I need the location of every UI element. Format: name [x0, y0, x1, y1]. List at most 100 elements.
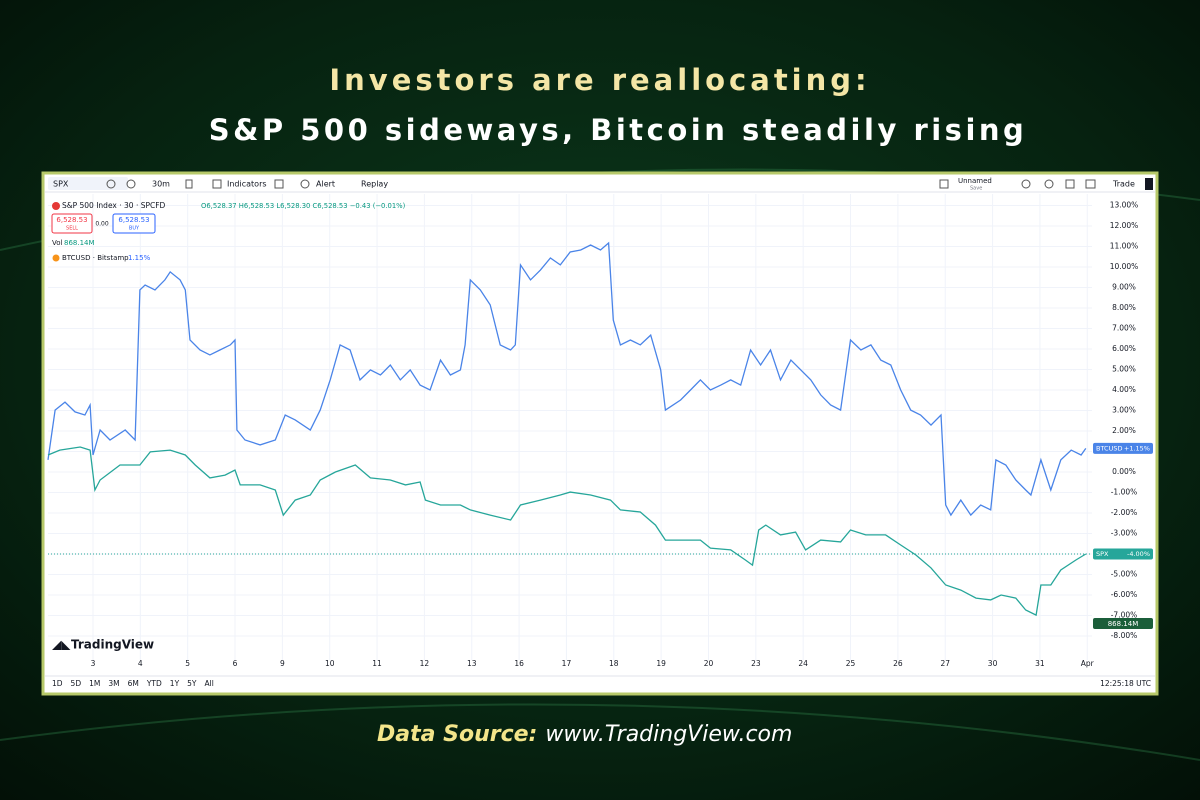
timeframe-button[interactable]: 1D — [52, 679, 63, 688]
y-tick-label: 8.00% — [1112, 303, 1136, 312]
symbol-icon — [52, 202, 60, 210]
x-tick-label: 12 — [420, 659, 430, 668]
brand-logo: ◢◣ — [52, 638, 71, 652]
legend-compare: BTCUSD · Bitstamp — [62, 254, 129, 262]
legend-compare-change: 1.15% — [128, 254, 151, 262]
title-line: S&P 500 sideways, Bitcoin steadily risin… — [209, 113, 1028, 147]
spread: 0.00 — [95, 221, 109, 228]
x-tick-label: 25 — [846, 659, 856, 668]
price-tag-name: BTCUSD — [1096, 444, 1122, 452]
brand: TradingView — [71, 638, 154, 652]
x-tick-label: 10 — [325, 659, 335, 668]
y-tick-label: 5.00% — [1112, 364, 1136, 373]
icon[interactable] — [274, 179, 284, 189]
y-tick-label: 13.00% — [1110, 200, 1139, 209]
icon[interactable] — [212, 179, 222, 189]
series-line — [47, 241, 1087, 517]
icon[interactable] — [1085, 179, 1096, 189]
title-line: Investors are reallocating: — [329, 63, 870, 97]
save-label[interactable]: Save — [970, 186, 982, 192]
volume-tag: 868.14M — [1108, 620, 1139, 628]
y-tick-label: -7.00% — [1111, 611, 1138, 620]
timeframe-button[interactable]: 5D — [71, 679, 82, 688]
source-url: www.TradingView.com — [545, 722, 792, 747]
y-tick-label: -3.00% — [1111, 529, 1138, 538]
layout-name[interactable]: Unnamed — [958, 177, 992, 185]
y-tick-label: 2.00% — [1112, 426, 1136, 435]
indicators-button[interactable]: Indicators — [227, 180, 267, 189]
clock: 12:25:18 UTC — [1100, 679, 1151, 688]
icon[interactable] — [1044, 179, 1054, 189]
x-tick-label: 20 — [704, 659, 714, 668]
timeframe-button[interactable]: 6M — [128, 679, 139, 688]
timeframe-button[interactable]: 1Y — [170, 679, 180, 688]
icon[interactable] — [1021, 179, 1031, 189]
y-tick-label: 6.00% — [1112, 344, 1136, 353]
sell-price[interactable]: 6,528.53 — [56, 216, 87, 224]
price-tag-name: SPX — [1096, 550, 1109, 558]
y-tick-label: 3.00% — [1112, 405, 1136, 414]
timeframe-button[interactable]: 5Y — [187, 679, 197, 688]
y-tick-label: 12.00% — [1110, 221, 1139, 230]
btc-icon — [52, 254, 60, 262]
icon[interactable] — [126, 179, 136, 189]
x-tick-label: 13 — [467, 659, 477, 668]
buy-button[interactable] — [112, 213, 156, 234]
timeframe-button[interactable]: All — [205, 679, 214, 688]
buy-price[interactable]: 6,528.53 — [118, 216, 149, 224]
x-tick-label: 11 — [372, 659, 382, 668]
y-tick-label: -2.00% — [1111, 508, 1138, 517]
price-tag-value: -4.00% — [1127, 550, 1150, 558]
x-tick-label: 16 — [514, 659, 524, 668]
icon[interactable] — [106, 179, 116, 189]
x-tick-label: 23 — [751, 659, 761, 668]
x-tick-label: 26 — [893, 659, 903, 668]
x-tick-label: 9 — [280, 659, 285, 668]
icon[interactable] — [1065, 179, 1075, 189]
x-tick-label: 24 — [798, 659, 808, 668]
legend-ohlc: O6,528.37 H6,528.53 L6,528.30 C6,528.53 … — [201, 202, 406, 210]
timeframes: 1D 5D 1M 3M 6M YTD 1Y 5Y All — [52, 679, 214, 688]
screenshot-frame — [41, 171, 1159, 696]
plot-area: 13.00% 12.00% 11.00% 10.00% 9.00% 8.00% 7.00% 6… — [47, 194, 1153, 668]
y-tick-label: 7.00% — [1112, 323, 1136, 332]
alert-button[interactable]: Alert — [316, 180, 335, 189]
x-tick-label: 5 — [185, 659, 190, 668]
y-tick-label: 0.00% — [1112, 467, 1136, 476]
series-line — [47, 446, 1087, 617]
symbol[interactable]: SPX — [53, 180, 69, 189]
buy-label[interactable]: BUY — [129, 226, 140, 232]
icon[interactable] — [939, 179, 949, 189]
decor-swoosh — [0, 703, 1200, 761]
sell-label[interactable]: SELL — [66, 226, 78, 232]
y-tick-label: -5.00% — [1111, 570, 1138, 579]
x-tick-label: 6 — [233, 659, 238, 668]
icon[interactable] — [1145, 178, 1153, 190]
replay-button[interactable]: Replay — [361, 180, 388, 189]
icon[interactable] — [300, 179, 310, 189]
price-tag-value: +1.15% — [1124, 444, 1150, 452]
trade-button[interactable]: Trade — [1112, 180, 1135, 189]
legend-main: S&P 500 Index · 30 · SPCFD — [62, 201, 166, 210]
y-tick-label: 4.00% — [1112, 385, 1136, 394]
x-tick-label: 27 — [940, 659, 950, 668]
timeframe-button[interactable]: 1M — [89, 679, 100, 688]
y-tick-label: -8.00% — [1111, 631, 1138, 640]
x-tick-label: 17 — [562, 659, 572, 668]
x-tick-label: Apr — [1081, 659, 1095, 668]
volume-tag-box — [1093, 618, 1153, 629]
y-tick-label: 9.00% — [1112, 282, 1136, 291]
x-tick-label: 30 — [988, 659, 998, 668]
x-tick-label: 31 — [1035, 659, 1045, 668]
x-tick-label: 18 — [609, 659, 619, 668]
y-tick-label: -1.00% — [1111, 488, 1138, 497]
interval[interactable]: 30m — [152, 180, 170, 189]
timeframe-button[interactable]: 3M — [108, 679, 119, 688]
vol-value: 868.14M — [64, 239, 95, 247]
vol-label: Vol — [52, 239, 63, 247]
timeframe-button[interactable]: YTD — [146, 679, 162, 688]
sell-button[interactable] — [51, 213, 93, 234]
y-tick-label: 11.00% — [1110, 241, 1139, 250]
icon[interactable] — [185, 179, 193, 189]
